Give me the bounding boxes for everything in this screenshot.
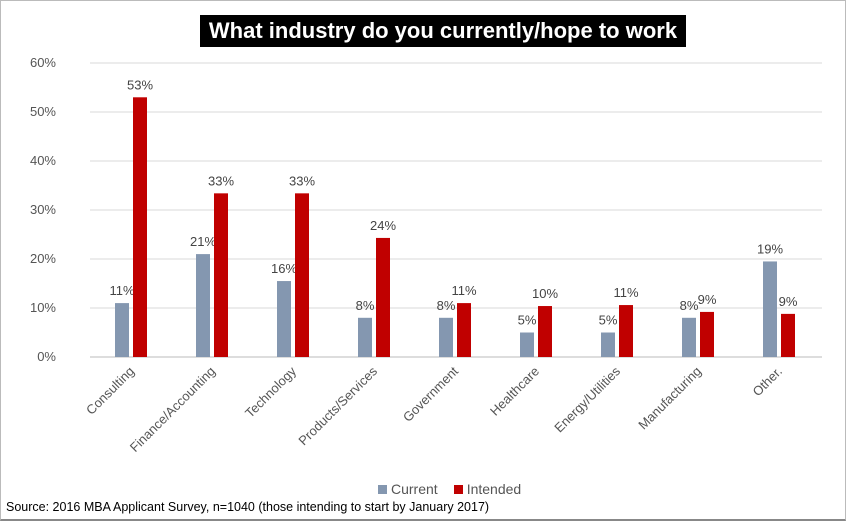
bar-current [358, 317, 372, 357]
data-label: 11% [451, 283, 476, 298]
data-label: 5% [518, 313, 537, 328]
data-label: 33% [208, 173, 234, 188]
legend-item-intended: Intended [453, 481, 522, 497]
bar-current [196, 254, 210, 357]
legend-label-current: Current [391, 481, 438, 497]
y-tick-label: 50% [30, 104, 56, 119]
x-tick-label: Finance/Accounting [127, 364, 218, 455]
bar-intended [700, 311, 714, 357]
x-tick-label: Healthcare [487, 364, 542, 419]
bar-intended [214, 193, 228, 357]
data-label: 16% [271, 261, 297, 276]
bar-current [277, 281, 291, 357]
data-label: 10% [532, 286, 558, 301]
data-label: 11% [109, 283, 134, 298]
y-tick-label: 20% [30, 251, 56, 266]
bar-current [115, 303, 129, 357]
bar-intended [133, 97, 147, 358]
data-label: 8% [437, 298, 456, 313]
data-label: 33% [289, 173, 315, 188]
data-label: 24% [370, 218, 396, 233]
data-label: 19% [757, 241, 783, 256]
bar-intended [457, 303, 471, 357]
legend-swatch-current [378, 484, 387, 494]
data-label: 53% [127, 77, 153, 92]
bar-current [520, 332, 534, 357]
bar-intended [619, 305, 633, 357]
bar-intended [295, 193, 309, 357]
y-tick-label: 10% [30, 300, 56, 315]
bar-current [763, 261, 777, 357]
bar-current [439, 317, 453, 357]
x-tick-label: Consulting [83, 364, 137, 418]
data-label: 11% [613, 285, 638, 300]
x-tick-label: Manufacturing [635, 364, 704, 433]
x-tick-label: Technology [242, 363, 299, 420]
x-tick-label: Other. [749, 364, 785, 400]
x-tick-label: Government [400, 363, 461, 424]
data-label: 5% [599, 313, 618, 328]
x-tick-label: Energy/Utilities [551, 363, 623, 435]
data-label: 8% [356, 298, 375, 313]
data-label: 9% [698, 292, 717, 307]
data-label: 21% [190, 234, 216, 249]
y-tick-label: 60% [30, 55, 56, 70]
bar-current [601, 332, 615, 357]
legend-label-intended: Intended [466, 481, 522, 497]
bar-intended [376, 237, 390, 357]
legend-swatch-intended [453, 484, 463, 494]
legend: Current Intended [378, 481, 521, 497]
legend-item-current: Current [378, 481, 438, 497]
data-label: 9% [779, 294, 798, 309]
bar-intended [538, 306, 552, 357]
bar-current [682, 317, 696, 357]
source-note: Source: 2016 MBA Applicant Survey, n=104… [6, 500, 490, 514]
y-tick-label: 40% [30, 153, 56, 168]
chart-title: What industry do you currently/hope to w… [200, 15, 686, 75]
x-tick-label: Products/Services [295, 363, 380, 448]
data-label: 8% [680, 298, 699, 313]
y-tick-label: 30% [30, 202, 56, 217]
bar-intended [781, 313, 795, 357]
y-tick-label: 0% [37, 349, 56, 364]
